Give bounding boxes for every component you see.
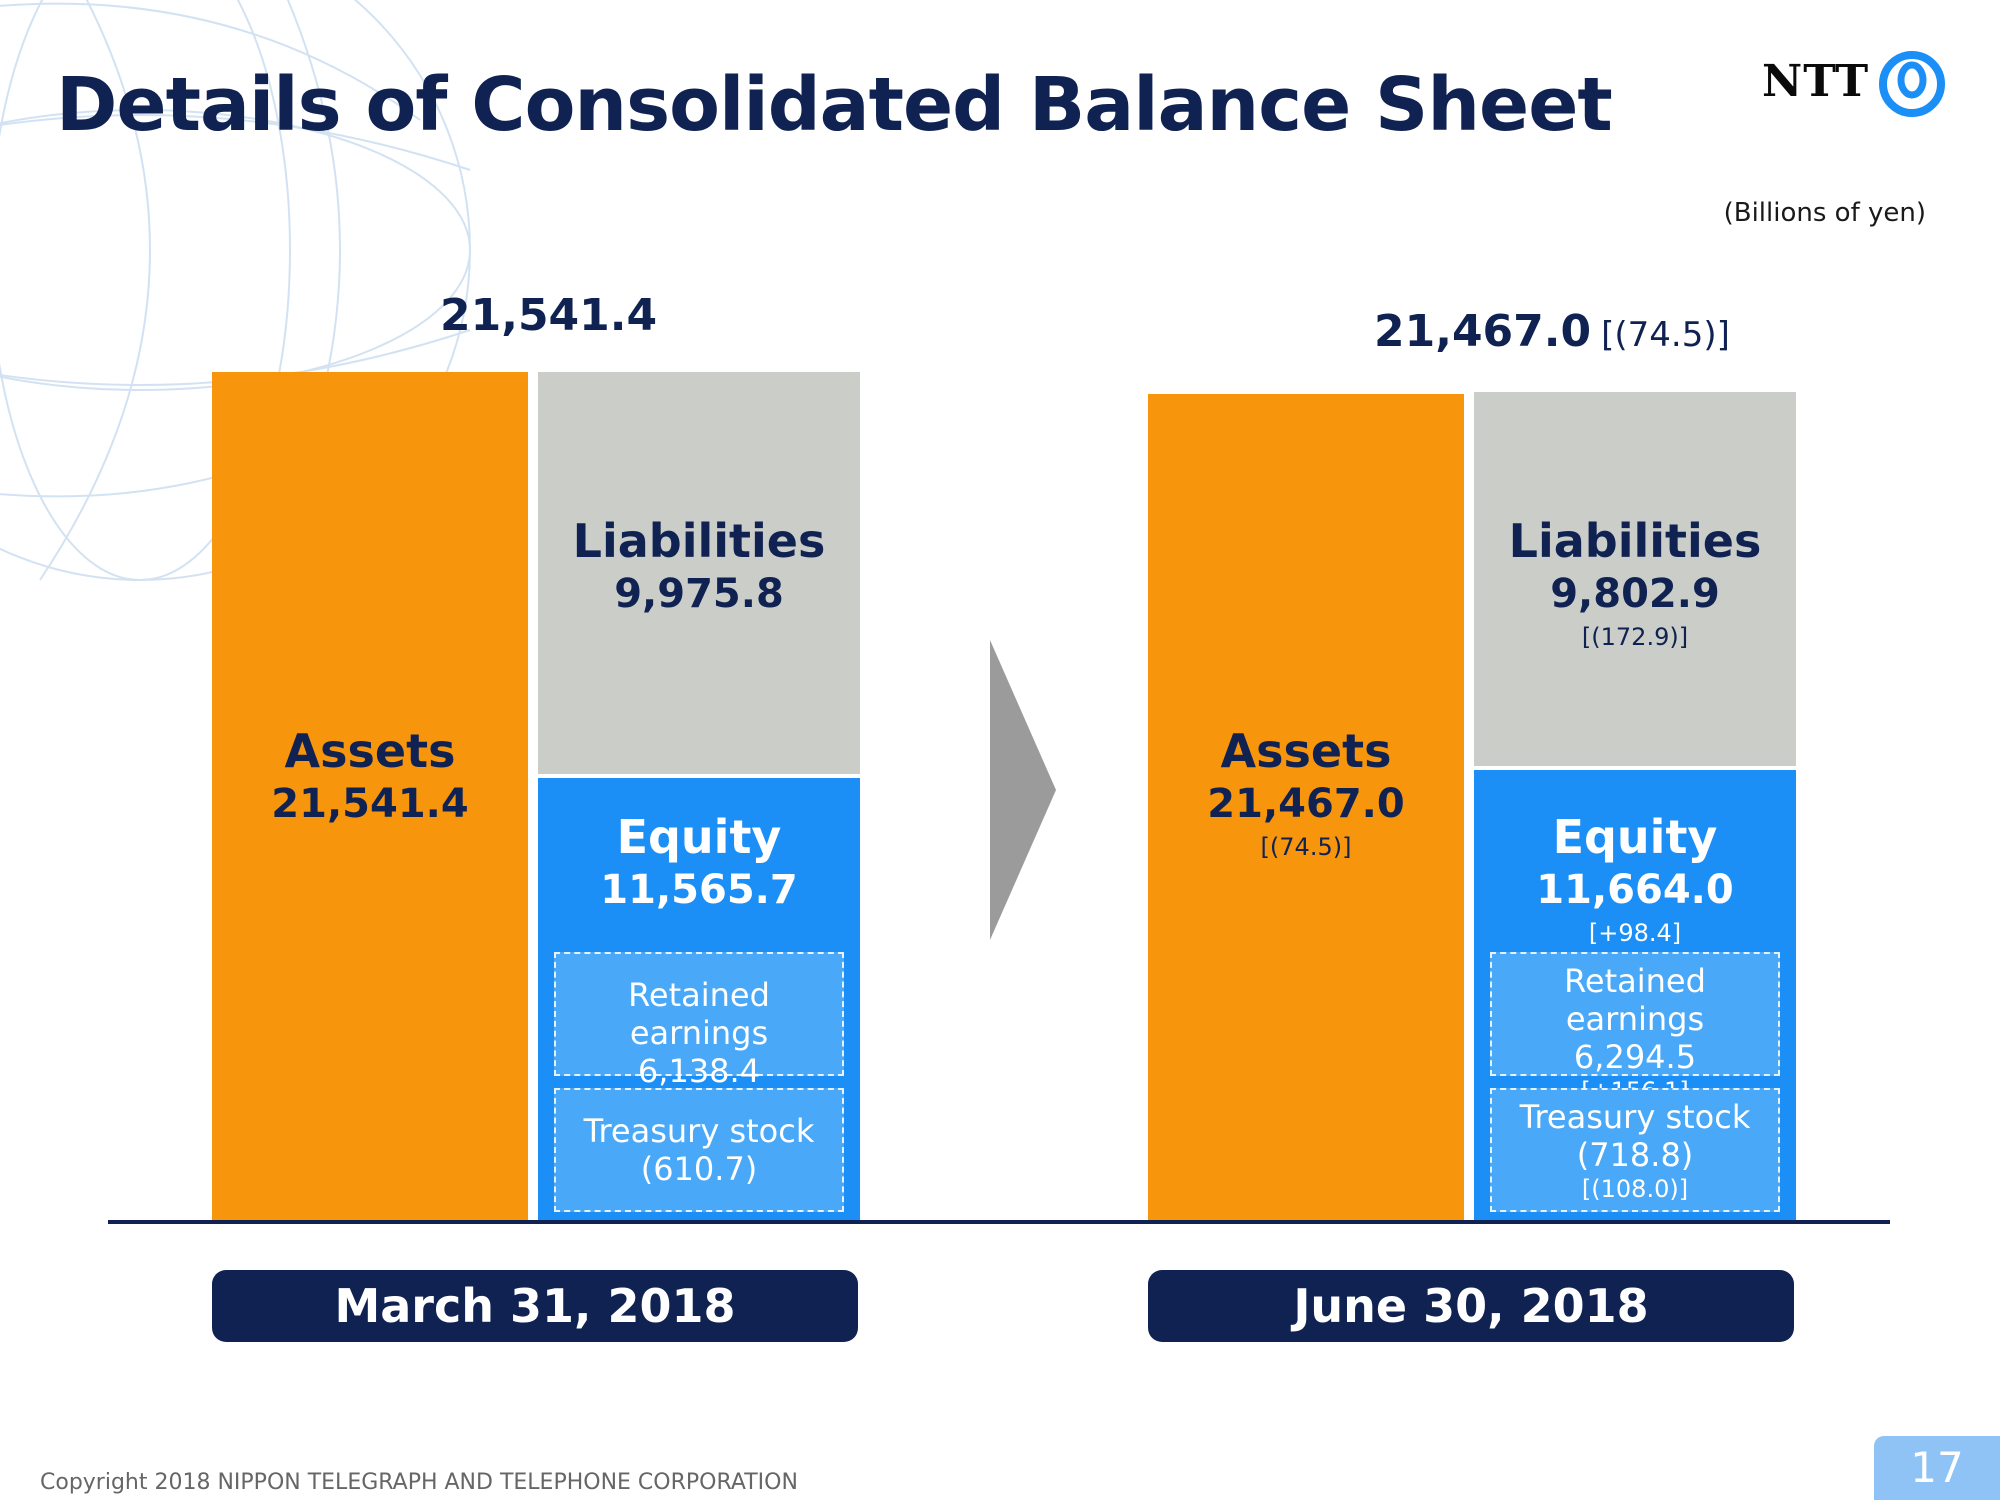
total-value: 21,467.0 [(74.5)] [1374, 306, 1730, 357]
retained-earnings-label: Retained earnings [1564, 962, 1706, 1038]
liabilities-value: 9,802.9 [1550, 571, 1720, 617]
treasury-stock-box: Treasury stock (610.7) [554, 1088, 844, 1212]
assets-value: 21,467.0 [1207, 781, 1405, 827]
equity-label: Equity [616, 810, 782, 864]
treasury-stock-change: [(108.0)] [1581, 1175, 1689, 1203]
equity-value: 11,664.0 [1536, 867, 1734, 913]
chart-baseline [108, 1220, 1890, 1224]
equity-bar: Equity 11,565.7 Retained earnings 6,138.… [538, 778, 860, 1220]
ntt-logo-mark-icon [1879, 51, 1945, 117]
assets-value: 21,541.4 [271, 781, 469, 827]
retained-earnings-box: Retained earnings 6,138.4 [554, 952, 844, 1090]
liabilities-change: [(172.9)] [1581, 623, 1689, 651]
page-number: 17 [1874, 1436, 2000, 1500]
logo-text: NTT [1762, 56, 1870, 107]
page-title: Details of Consolidated Balance Sheet [56, 62, 1613, 148]
liabilities-label: Liabilities [1508, 514, 1762, 568]
total-change: [(74.5)] [1601, 315, 1730, 355]
equity-change: [+98.4] [1588, 919, 1682, 947]
total-amount: 21,541.4 [440, 290, 658, 341]
date-label: June 30, 2018 [1148, 1270, 1794, 1342]
total-amount: 21,467.0 [1374, 306, 1592, 357]
copyright-text: Copyright 2018 NIPPON TELEGRAPH AND TELE… [40, 1470, 798, 1495]
retained-earnings-value: 6,138.4 [637, 1052, 761, 1090]
treasury-stock-value: (610.7) [640, 1150, 758, 1188]
assets-label: Assets [1220, 724, 1392, 778]
assets-label: Assets [284, 724, 456, 778]
assets-bar: Assets 21,467.0 [(74.5)] [1148, 394, 1464, 1220]
equity-value: 11,565.7 [600, 867, 798, 913]
treasury-stock-value: (718.8) [1576, 1136, 1694, 1174]
total-value: 21,541.4 [440, 290, 657, 341]
assets-bar: Assets 21,541.4 [212, 372, 528, 1220]
equity-label: Equity [1552, 810, 1718, 864]
treasury-stock-label: Treasury stock [1519, 1098, 1751, 1136]
treasury-stock-box: Treasury stock (718.8) [(108.0)] [1490, 1088, 1780, 1212]
assets-change: [(74.5)] [1260, 833, 1352, 861]
date-label: March 31, 2018 [212, 1270, 858, 1342]
treasury-stock-label: Treasury stock [583, 1112, 815, 1150]
liabilities-bar: Liabilities 9,975.8 [538, 372, 860, 774]
unit-label: (Billions of yen) [1723, 198, 1926, 228]
ntt-logo: NTT [1760, 50, 1960, 130]
chevron-right-icon [990, 640, 1056, 940]
liabilities-label: Liabilities [572, 514, 826, 568]
equity-bar: Equity 11,664.0 [+98.4] Retained earning… [1474, 770, 1796, 1220]
liabilities-bar: Liabilities 9,802.9 [(172.9)] [1474, 392, 1796, 766]
retained-earnings-box: Retained earnings 6,294.5 [+156.1] [1490, 952, 1780, 1105]
retained-earnings-value: 6,294.5 [1573, 1038, 1697, 1076]
retained-earnings-label: Retained earnings [628, 976, 770, 1052]
liabilities-value: 9,975.8 [614, 571, 784, 617]
